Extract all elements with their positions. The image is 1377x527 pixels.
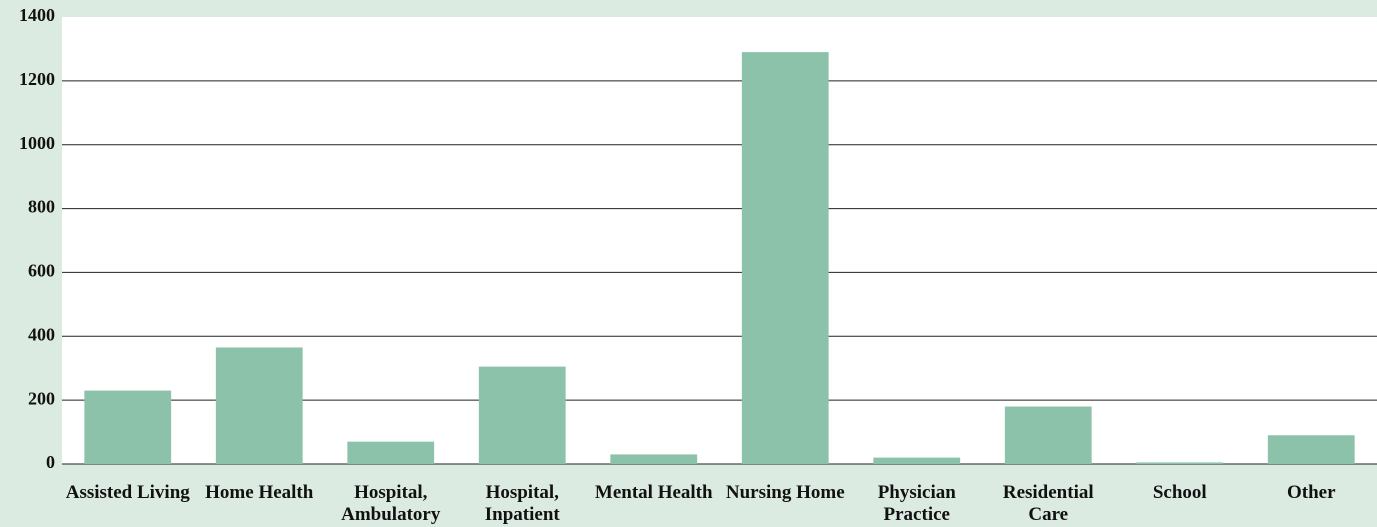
x-tick-label: Hospital, Ambulatory [341,482,441,525]
y-tick-label: 1000 [19,133,55,153]
y-tick-label: 1200 [19,69,55,89]
bar [478,366,566,464]
x-tick-label: Physician Practice [877,482,956,525]
bar [1136,462,1224,464]
bar [610,454,698,464]
y-tick-label: 800 [28,197,55,217]
x-tick-label: Hospital, Inpatient [484,482,560,525]
bar [1267,435,1355,464]
y-tick-label: 200 [28,388,55,408]
y-tick-label: 0 [46,452,55,472]
x-tick-label: School [1152,482,1207,503]
bar [215,347,303,464]
bar [84,390,172,464]
bar [347,441,435,464]
x-tick-label: Other [1286,482,1336,503]
x-tick-label: Nursing Home [725,482,845,503]
x-tick-label: Home Health [205,482,314,503]
y-tick-label: 400 [28,324,55,344]
y-tick-label: 600 [28,261,55,281]
x-tick-label: Assisted Living [65,482,190,503]
y-tick-label: 1400 [19,5,55,25]
x-tick-label: Mental Health [594,482,713,503]
bar [741,52,829,464]
bar [1004,406,1092,464]
bar [873,457,961,464]
x-tick-label: Residential Care [1002,482,1094,525]
